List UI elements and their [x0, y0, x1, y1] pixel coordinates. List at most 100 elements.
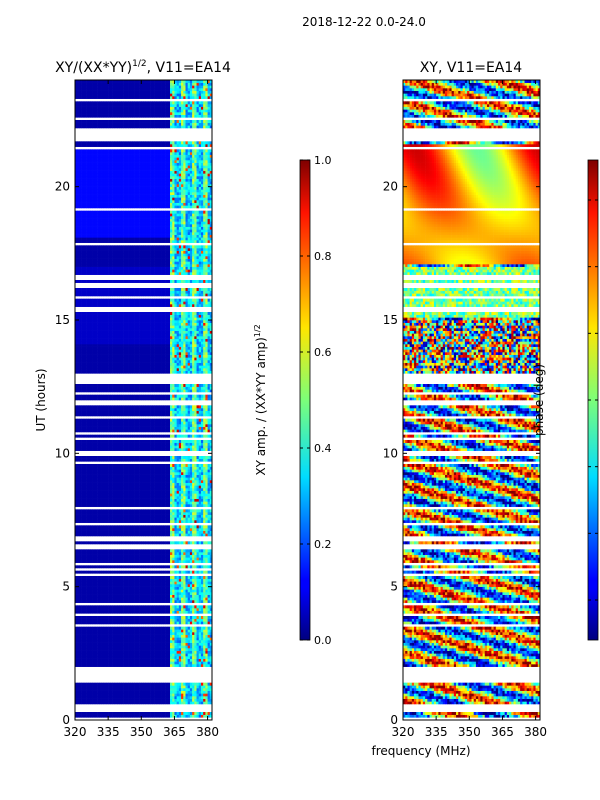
heatmap-cell: [192, 514, 195, 518]
heatmap-cell: [198, 698, 202, 702]
heatmap-cell: [134, 496, 138, 499]
heatmap-cell: [172, 456, 175, 459]
heatmap-cell: [200, 456, 204, 459]
heatmap-cell: [99, 618, 102, 622]
heatmap-cell: [174, 554, 177, 558]
heatmap-cell: [183, 632, 186, 635]
heatmap-cell: [194, 482, 197, 486]
heatmap-cell: [116, 685, 120, 689]
heatmap-cell: [192, 589, 195, 593]
heatmap-cell: [101, 514, 105, 518]
heatmap-cell: [205, 509, 208, 513]
heatmap-cell: [103, 504, 107, 507]
heatmap-cell: [116, 525, 120, 529]
heatmap-cell: [125, 688, 129, 691]
heatmap-cell: [112, 616, 116, 619]
heatmap-cell: [90, 504, 93, 507]
heatmap-cell: [205, 514, 208, 518]
heatmap-cell: [167, 618, 171, 622]
heatmap-cell: [97, 597, 100, 601]
heatmap-cell: [209, 698, 212, 702]
heatmap-cell: [152, 581, 155, 585]
heatmap-cell: [176, 517, 180, 521]
heatmap-cell: [114, 645, 118, 649]
heatmap-cell: [185, 690, 188, 694]
heatmap-cell: [205, 448, 208, 451]
heatmap-cell: [123, 488, 127, 491]
heatmap-cell: [183, 496, 186, 499]
heatmap-cell: [189, 645, 193, 649]
heatmap-cell: [114, 469, 118, 473]
heatmap-cell: [176, 440, 180, 443]
heatmap-cell: [174, 661, 177, 665]
heatmap-cell: [194, 632, 197, 635]
heatmap-cell: [128, 445, 131, 449]
heatmap-cell: [178, 458, 182, 462]
heatmap-cell: [187, 570, 191, 574]
heatmap-cell: [163, 504, 166, 507]
heatmap-cell: [83, 589, 87, 593]
heatmap-cell: [172, 469, 175, 473]
heatmap-cell: [203, 517, 206, 521]
heatmap-cell: [108, 496, 111, 499]
heatmap-cell: [114, 640, 118, 643]
heatmap-cell: [86, 712, 89, 715]
heatmap-cell: [203, 549, 206, 553]
heatmap-cell: [165, 682, 169, 686]
heatmap-cell: [178, 634, 182, 638]
heatmap-cell: [134, 645, 138, 649]
heatmap-cell: [97, 570, 100, 574]
heatmap-cell: [147, 552, 151, 555]
heatmap-cell: [97, 541, 100, 545]
heatmap-cell: [161, 528, 164, 531]
heatmap-cell: [81, 701, 85, 705]
heatmap-cell: [97, 640, 100, 643]
heatmap-cell: [94, 696, 98, 699]
heatmap-cell: [75, 434, 78, 438]
heatmap-cell: [196, 594, 200, 598]
heatmap-cell: [161, 578, 164, 582]
heatmap-cell: [207, 637, 211, 641]
heatmap-cell: [105, 498, 109, 502]
heatmap-cell: [121, 514, 124, 518]
heatmap-cell: [158, 592, 162, 595]
heatmap-cell: [145, 456, 149, 459]
heatmap-cell: [128, 512, 131, 515]
heatmap-cell: [112, 626, 116, 630]
heatmap-cell: [156, 472, 160, 475]
heatmap-cell: [145, 626, 149, 630]
heatmap-cell: [200, 480, 204, 483]
heatmap-cell: [116, 600, 120, 603]
heatmap-cell: [147, 498, 151, 502]
heatmap-cell: [97, 600, 100, 603]
heatmap-cell: [198, 504, 202, 507]
heatmap-cell: [158, 634, 162, 638]
heatmap-cell: [147, 512, 151, 515]
heatmap-cell: [141, 648, 144, 651]
heatmap-cell: [114, 448, 118, 451]
heatmap-cell: [198, 472, 202, 475]
heatmap-cell: [75, 664, 78, 667]
heatmap-cell: [101, 698, 105, 702]
heatmap-cell: [134, 701, 138, 705]
heatmap-cell: [156, 549, 160, 553]
heatmap-cell: [196, 698, 200, 702]
heatmap-cell: [185, 480, 188, 483]
heatmap-cell: [130, 456, 133, 459]
heatmap-cell: [92, 440, 96, 443]
heatmap-cell: [178, 485, 182, 489]
heatmap-cell: [97, 581, 100, 585]
heatmap-cell: [176, 621, 180, 625]
heatmap-cell: [103, 629, 107, 633]
heatmap-cell: [209, 458, 212, 462]
heatmap-cell: [207, 482, 211, 486]
heatmap-cell: [172, 501, 175, 505]
heatmap-cell: [112, 629, 116, 633]
heatmap-cell: [77, 509, 80, 513]
heatmap-cell: [114, 693, 118, 697]
heatmap-cell: [154, 530, 158, 534]
heatmap-cell: [90, 581, 93, 585]
heatmap-cell: [167, 594, 171, 598]
heatmap-cell: [103, 645, 107, 649]
heatmap-cell: [119, 650, 122, 654]
